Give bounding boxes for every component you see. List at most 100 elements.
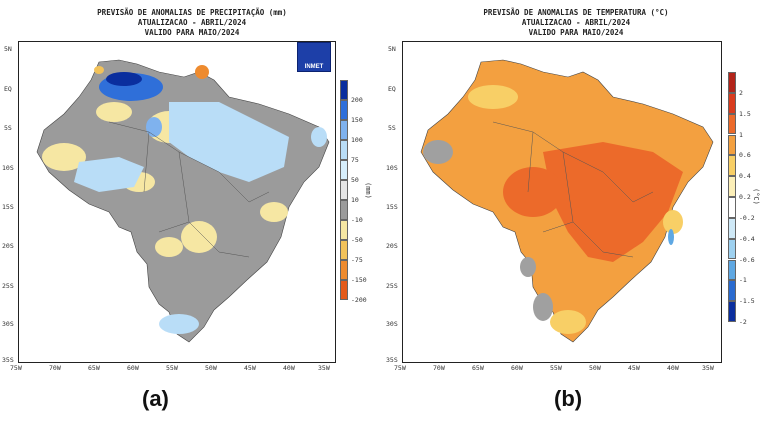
temp-colorbar-unit: (°C)	[752, 188, 760, 205]
colorbar-segment	[340, 120, 348, 140]
precip-colorbar	[340, 80, 348, 300]
temp-grey-southwest	[520, 257, 536, 277]
precip-colorbar-unit: (mm)	[364, 182, 372, 199]
colorbar-label: 0.4	[739, 172, 751, 181]
colorbar-segment	[340, 200, 348, 220]
colorbar-segment	[728, 92, 736, 114]
state-boundaries	[108, 121, 270, 258]
lat-tick: 35S	[2, 356, 14, 364]
lon-tick: 45W	[628, 364, 640, 372]
lat-tick: 35S	[386, 356, 398, 364]
precip-blue-north2	[146, 117, 162, 137]
precip-orange-spot	[195, 65, 209, 79]
precip-yellow-west	[42, 143, 86, 171]
colorbar-segment	[728, 217, 736, 239]
colorbar-segment	[340, 280, 348, 300]
temp-hot-core	[543, 142, 683, 262]
colorbar-segment	[340, 220, 348, 240]
lon-tick: 50W	[205, 364, 217, 372]
temp-hot-core2	[503, 167, 563, 217]
lon-tick: 45W	[244, 364, 256, 372]
colorbar-label: -200	[351, 296, 367, 304]
colorbar-label: -150	[351, 276, 367, 284]
lon-tick: 75W	[10, 364, 22, 372]
colorbar-segment	[728, 176, 736, 197]
lon-tick: 55W	[166, 364, 178, 372]
precip-yellow-south2	[155, 237, 183, 257]
colorbar-label: 10	[351, 196, 359, 204]
colorbar-label: 1	[739, 130, 743, 139]
lon-tick: 40W	[667, 364, 679, 372]
lat-tick: EQ	[388, 85, 396, 93]
colorbar-segment	[728, 155, 736, 177]
lon-tick: 60W	[127, 364, 139, 372]
colorbar-label: -1.5	[739, 297, 755, 306]
lat-tick: 10S	[2, 164, 14, 172]
lat-tick: 30S	[2, 320, 14, 328]
lat-tick: 30S	[386, 320, 398, 328]
colorbar-label: -1	[739, 276, 747, 285]
inmet-logo: INMET	[297, 42, 331, 72]
colorbar-segment	[728, 259, 736, 281]
lat-tick: 5N	[4, 45, 12, 53]
lat-tick: 15S	[386, 203, 398, 211]
lat-tick: 5N	[388, 45, 396, 53]
lat-tick: 5S	[4, 124, 12, 132]
temp-blue-spot	[668, 229, 674, 245]
precip-yellow-east	[260, 202, 288, 222]
colorbar-segment	[340, 160, 348, 180]
colorbar-label: -10	[351, 216, 363, 224]
temp-map	[420, 59, 714, 343]
colorbar-label: -2	[739, 318, 747, 326]
caption-a: (a)	[142, 386, 169, 411]
caption-b: (b)	[554, 386, 583, 411]
lon-tick: 55W	[550, 364, 562, 372]
colorbar-label: 0.6	[739, 151, 751, 160]
precip-orange-spot2	[94, 66, 104, 74]
colorbar-segment	[340, 180, 348, 200]
state-boundaries	[492, 121, 654, 258]
colorbar-label: 50	[351, 176, 359, 184]
colorbar-segment	[340, 240, 348, 260]
lat-tick: 25S	[2, 282, 14, 290]
colorbar-segment	[728, 238, 736, 260]
lat-tick: EQ	[4, 85, 12, 93]
title-line-1: PREVISÃO DE ANOMALIAS DE PRECIPITAÇÃO (m…	[97, 8, 287, 17]
colorbar-segment	[728, 134, 736, 156]
title-line-1: PREVISÃO DE ANOMALIAS DE TEMPERATURA (°C…	[483, 8, 669, 17]
temp-grey-south	[533, 293, 553, 321]
title-line-2: ATUALIZACAO - ABRIL/2024	[137, 18, 247, 27]
precip-lightblue-east	[311, 127, 327, 147]
colorbar-segment	[340, 140, 348, 160]
colorbar-segment	[340, 80, 348, 100]
colorbar-label: 1.5	[739, 109, 751, 118]
colorbar-label: 150	[351, 116, 363, 124]
precip-yellow-south	[181, 221, 217, 253]
colorbar-label: -0.2	[739, 213, 755, 222]
lat-tick: 15S	[2, 203, 14, 211]
temp-cool-north	[468, 85, 518, 109]
lat-tick: 10S	[386, 164, 398, 172]
colorbar-label: -50	[351, 236, 363, 244]
lat-tick: 20S	[386, 242, 398, 250]
panel-temperature: PREVISÃO DE ANOMALIAS DE TEMPERATURA (°C…	[384, 0, 768, 423]
colorbar-label: 100	[351, 136, 363, 144]
colorbar-label: -0.6	[739, 255, 755, 264]
lon-tick: 75W	[394, 364, 406, 372]
colorbar-segment	[728, 72, 736, 93]
lon-tick: 65W	[88, 364, 100, 372]
colorbar-label: -0.4	[739, 234, 755, 243]
colorbar-segment	[728, 113, 736, 135]
precip-lightblue-south	[159, 314, 199, 334]
inmet-logo-text: INMET	[304, 64, 324, 70]
colorbar-segment	[728, 301, 736, 322]
colorbar-label: -75	[351, 256, 363, 264]
colorbar-label: 200	[351, 96, 363, 104]
lon-tick: 40W	[283, 364, 295, 372]
temp-grey-west	[423, 140, 453, 164]
colorbar-segment	[728, 280, 736, 302]
colorbar-label: 0.2	[739, 193, 751, 201]
lat-tick: 5S	[388, 124, 396, 132]
lon-tick: 35W	[318, 364, 330, 372]
lon-tick: 70W	[49, 364, 61, 372]
